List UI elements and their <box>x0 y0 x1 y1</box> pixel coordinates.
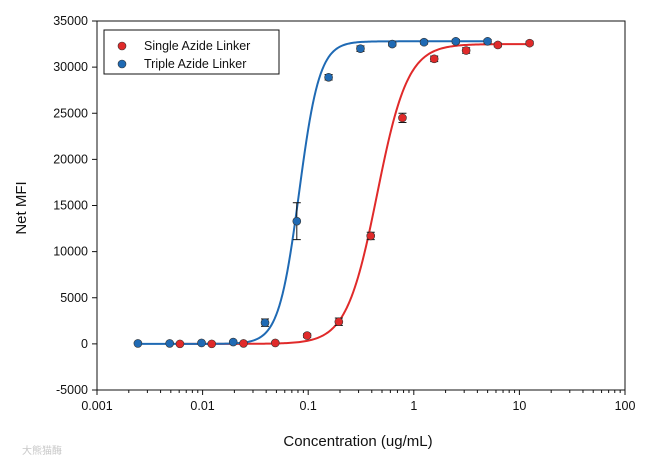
x-tick-label: 0.1 <box>300 399 317 413</box>
data-point <box>292 216 302 226</box>
y-tick-label: -5000 <box>56 383 88 397</box>
legend-marker <box>117 41 127 51</box>
data-point <box>387 39 397 49</box>
data-point <box>197 338 206 348</box>
data-point <box>260 318 270 327</box>
data-point <box>228 337 238 347</box>
data-point <box>366 231 376 241</box>
legend-label: Triple Azide Linker <box>144 57 246 71</box>
y-tick-label: 10000 <box>53 245 88 259</box>
data-point <box>525 38 534 48</box>
data-point <box>175 339 185 349</box>
data-point <box>356 44 365 53</box>
legend-box <box>103 29 280 75</box>
x-tick-label: 0.01 <box>190 399 214 413</box>
y-tick-label: 30000 <box>53 60 88 74</box>
data-point <box>483 36 492 46</box>
data-point <box>451 36 461 46</box>
x-tick-label: 0.001 <box>81 399 112 413</box>
fit-curves <box>137 40 530 345</box>
x-axis-title: Concentration (ug/mL) <box>283 433 432 450</box>
plot-frame <box>96 20 626 391</box>
data-point <box>398 113 407 123</box>
x-tick-label: 1 <box>410 399 417 413</box>
x-tick-label: 10 <box>512 399 526 413</box>
data-point <box>461 46 471 55</box>
data-point <box>429 54 439 64</box>
data-point <box>133 339 143 348</box>
data-point <box>493 40 503 50</box>
legend-marker <box>117 59 127 69</box>
legend: Single Azide Linker Triple Azide Linker <box>103 29 280 75</box>
x-tick-label: 100 <box>615 399 636 413</box>
axes: -5000 0 5000 10000 15000 20000 25000 30000 35000… <box>53 14 635 413</box>
data-point <box>207 339 217 349</box>
data-point <box>419 37 429 47</box>
legend-label: Single Azide Linker <box>144 39 250 53</box>
watermark-text: 大熊猫酶 <box>22 444 62 457</box>
data-point <box>302 331 312 340</box>
data-point <box>334 317 344 327</box>
fit-curve <box>137 40 488 345</box>
y-tick-label: 35000 <box>53 14 88 28</box>
y-tick-label: 5000 <box>60 291 88 305</box>
y-axis-title: Net MFI <box>13 181 30 234</box>
data-point <box>270 338 280 348</box>
fit-curve <box>179 43 530 345</box>
data-point <box>165 339 174 348</box>
y-tick-label: 0 <box>81 337 88 351</box>
y-tick-label: 20000 <box>53 152 88 166</box>
data-point <box>324 72 333 82</box>
y-tick-label: 25000 <box>53 106 88 120</box>
y-tick-label: 15000 <box>53 199 88 213</box>
data-points <box>133 36 534 349</box>
data-point <box>239 339 248 348</box>
